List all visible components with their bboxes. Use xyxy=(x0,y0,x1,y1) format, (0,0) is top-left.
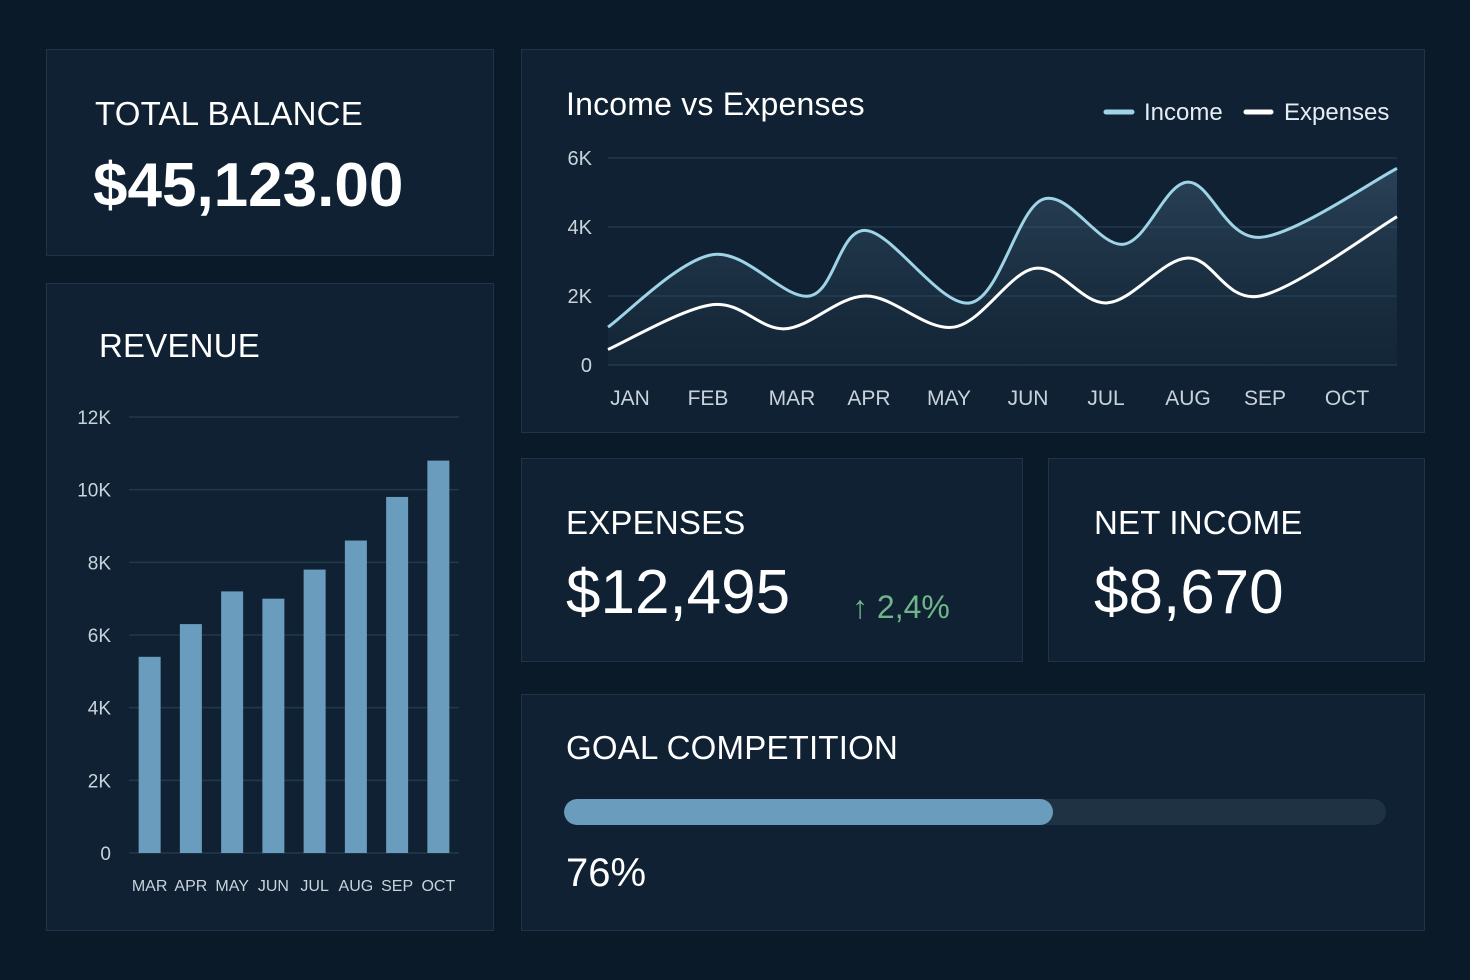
net-income-title: NET INCOME xyxy=(1094,504,1303,541)
income-x-tick: JAN xyxy=(610,387,650,410)
revenue-y-tick: 2K xyxy=(88,771,112,792)
revenue-x-tick: SEP xyxy=(381,878,413,895)
revenue-x-tick: MAY xyxy=(215,878,249,895)
total-balance-value: $45,123.00 xyxy=(93,151,404,220)
revenue-y-tick: 6K xyxy=(88,626,112,647)
net-income-card: NET INCOME $8,670 xyxy=(1048,458,1425,662)
income-y-tick: 4K xyxy=(568,217,593,239)
income-x-tick: MAR xyxy=(769,387,816,410)
income-series-line xyxy=(607,167,1398,329)
revenue-title: REVENUE xyxy=(99,327,260,364)
goal-card: GOAL COMPETITION 76% xyxy=(521,694,1425,931)
income-x-tick: MAY xyxy=(927,387,971,410)
revenue-card: REVENUE 0 2K 4K 6K 8K 10K 12K MAR APR MAY JUN JUL AU… xyxy=(46,283,494,931)
expenses-card: EXPENSES $12,495 ↑ 2,4% xyxy=(521,458,1023,662)
total-balance-card: TOTAL BALANCE $45,123.00 xyxy=(46,49,494,256)
revenue-y-tick: 10K xyxy=(77,481,111,502)
income-y-tick: 2K xyxy=(568,286,593,308)
revenue-x-tick: OCT xyxy=(421,878,455,895)
revenue-bar xyxy=(386,496,409,853)
legend-expenses-label: Expenses xyxy=(1284,99,1389,126)
revenue-bar xyxy=(138,656,161,853)
income-x-tick: JUN xyxy=(1008,387,1049,410)
income-expenses-title: Income vs Expenses xyxy=(566,86,865,122)
legend-income-label: Income xyxy=(1144,99,1223,126)
expenses-change-value: 2,4% xyxy=(876,589,950,625)
revenue-bar xyxy=(303,569,326,853)
expenses-series-line xyxy=(607,215,1398,351)
income-x-tick: APR xyxy=(847,387,890,410)
income-expenses-line-chart: 0 2K 4K 6K JAN FEB MAR APR MAY JUN JUL AUG SEP OCT Inc… xyxy=(568,99,1398,410)
goal-progress-fill xyxy=(564,799,1054,825)
goal-title: GOAL COMPETITION xyxy=(566,729,899,766)
expenses-change: ↑ 2,4% xyxy=(852,589,950,626)
revenue-bar xyxy=(427,460,450,853)
arrow-up-icon: ↑ xyxy=(852,589,868,625)
revenue-bar xyxy=(262,598,285,853)
revenue-x-tick: JUN xyxy=(258,878,289,895)
revenue-bar-chart: 0 2K 4K 6K 8K 10K 12K MAR APR MAY JUN JUL AUG SEP OCT xyxy=(77,408,459,895)
revenue-bar xyxy=(221,591,244,853)
expenses-value: $12,495 xyxy=(566,558,791,627)
revenue-x-tick: AUG xyxy=(339,878,374,895)
revenue-bar xyxy=(179,624,202,853)
revenue-x-tick: APR xyxy=(174,878,207,895)
goal-progress-bar xyxy=(564,799,1386,825)
revenue-bar xyxy=(344,540,367,853)
goal-percent: 76% xyxy=(566,851,647,895)
revenue-y-tick: 8K xyxy=(88,553,112,574)
income-x-tick: AUG xyxy=(1165,387,1211,410)
income-y-tick: 0 xyxy=(581,355,592,377)
income-y-tick: 6K xyxy=(568,148,593,170)
income-x-tick: FEB xyxy=(688,387,729,410)
revenue-y-tick: 4K xyxy=(88,699,112,720)
total-balance-title: TOTAL BALANCE xyxy=(95,95,363,132)
expenses-title: EXPENSES xyxy=(566,504,746,541)
income-x-tick: JUL xyxy=(1087,387,1124,410)
revenue-x-tick: JUL xyxy=(300,878,329,895)
income-x-tick: SEP xyxy=(1244,387,1286,410)
income-expenses-card: Income vs Expenses 0 2K 4K 6K JAN FEB MAR APR MA… xyxy=(521,49,1425,433)
net-income-value: $8,670 xyxy=(1094,558,1284,627)
income-x-tick: OCT xyxy=(1325,387,1370,410)
revenue-x-tick: MAR xyxy=(132,878,168,895)
revenue-y-tick: 12K xyxy=(77,408,111,429)
revenue-y-tick: 0 xyxy=(100,844,111,865)
